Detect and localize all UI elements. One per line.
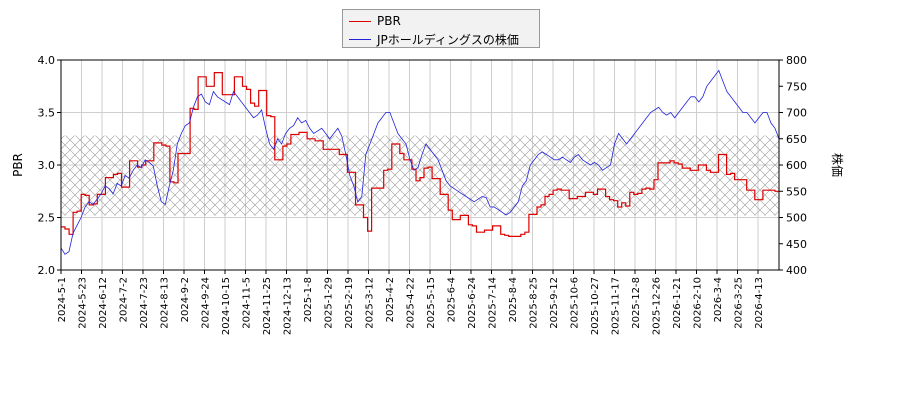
x-tick-label: 2024-6-12	[98, 277, 109, 329]
y-right-tick-label: 450	[786, 238, 807, 251]
x-tick-label: 2025-6-4	[447, 277, 458, 322]
x-tick-label: 2024-9-2	[180, 277, 191, 322]
x-tick-label: 2024-10-15	[221, 277, 232, 335]
legend-item-stock: JPホールディングスの株価	[349, 31, 519, 47]
y-axis-label-right: 株価	[830, 153, 845, 177]
x-tick-label: 2025-3-12	[365, 277, 376, 329]
x-tick-label: 2025-10-6	[570, 277, 581, 329]
x-tick-label: 2025-8-25	[529, 277, 540, 329]
x-tick-label: 2025-7-14	[488, 277, 499, 329]
x-tick-label: 2024-11-25	[262, 277, 273, 335]
series-layer	[61, 69, 779, 255]
x-tick-label: 2025-12-8	[631, 277, 642, 329]
pbr-range-band	[61, 135, 779, 216]
y-right-tick-label: 750	[786, 80, 807, 93]
y-left-tick-label: 3.0	[38, 159, 56, 172]
x-tick-label: 2024-9-24	[201, 277, 212, 329]
y-right-tick-label: 700	[786, 107, 807, 120]
y-right-tick-label: 500	[786, 212, 807, 225]
x-tick-label: 2025-4-22	[406, 277, 417, 329]
y-right-tick-label: 600	[786, 159, 807, 172]
x-tick-label: 2026-3-25	[734, 277, 745, 329]
x-tick-label: 2025-8-4	[508, 277, 519, 322]
x-tick-label: 2025-6-24	[467, 277, 478, 329]
x-tick-label: 2024-7-23	[139, 277, 150, 329]
y-right-tick-label: 400	[786, 264, 807, 277]
x-tick-label: 2025-5-15	[426, 277, 437, 329]
y-right-tick-label: 650	[786, 133, 807, 146]
legend: PBR JPホールディングスの株価	[342, 9, 540, 48]
y-left-tick-label: 2.0	[38, 264, 56, 277]
x-tick-label: 2024-5-1	[57, 277, 68, 322]
x-tick-label: 2025-10-27	[590, 277, 601, 335]
x-tick-label: 2025-2-19	[344, 277, 355, 329]
axes-layer: 2.0 2.5 3.0 3.5 4.0 400 450 500 550 600 650 700 750 8…	[38, 54, 808, 335]
y-right-tick-label: 550	[786, 185, 807, 198]
x-tick-label: 2024-8-13	[160, 277, 171, 329]
x-tick-label: 2025-11-17	[611, 277, 622, 335]
x-tick-label: 2026-4-13	[754, 277, 765, 329]
x-tick-label: 2024-12-13	[283, 277, 294, 335]
x-tick-label: 2025-1-29	[324, 277, 335, 329]
pbr-series-line	[61, 72, 779, 237]
y-left-tick-label: 3.5	[38, 107, 56, 120]
x-tick-label: 2026-3-4	[713, 277, 724, 322]
stock-price-series-line	[61, 69, 779, 255]
x-tick-label: 2025-9-12	[549, 277, 560, 329]
y-left-tick-label: 4.0	[38, 54, 56, 67]
x-tick-label: 2026-1-21	[672, 277, 683, 329]
legend-item-pbr: PBR	[349, 13, 401, 29]
legend-swatch-pbr	[349, 20, 371, 22]
legend-swatch-stock	[349, 38, 371, 40]
y-axis-label-left: PBR	[11, 153, 25, 177]
legend-label-stock: JPホールディングスの株価	[377, 32, 519, 47]
x-tick-label: 2024-7-2	[119, 277, 130, 322]
y-right-tick-label: 800	[786, 54, 807, 67]
x-tick-label: 2025-1-8	[303, 277, 314, 322]
x-tick-label: 2026-2-10	[693, 277, 704, 329]
x-tick-label: 2024-5-23	[78, 277, 89, 329]
x-tick-label: 2024-11-5	[242, 277, 253, 329]
x-tick-label: 2025-4-2	[385, 277, 396, 322]
y-left-tick-label: 2.5	[38, 212, 56, 225]
x-tick-label: 2025-12-26	[652, 277, 663, 335]
legend-label-pbr: PBR	[377, 14, 401, 28]
